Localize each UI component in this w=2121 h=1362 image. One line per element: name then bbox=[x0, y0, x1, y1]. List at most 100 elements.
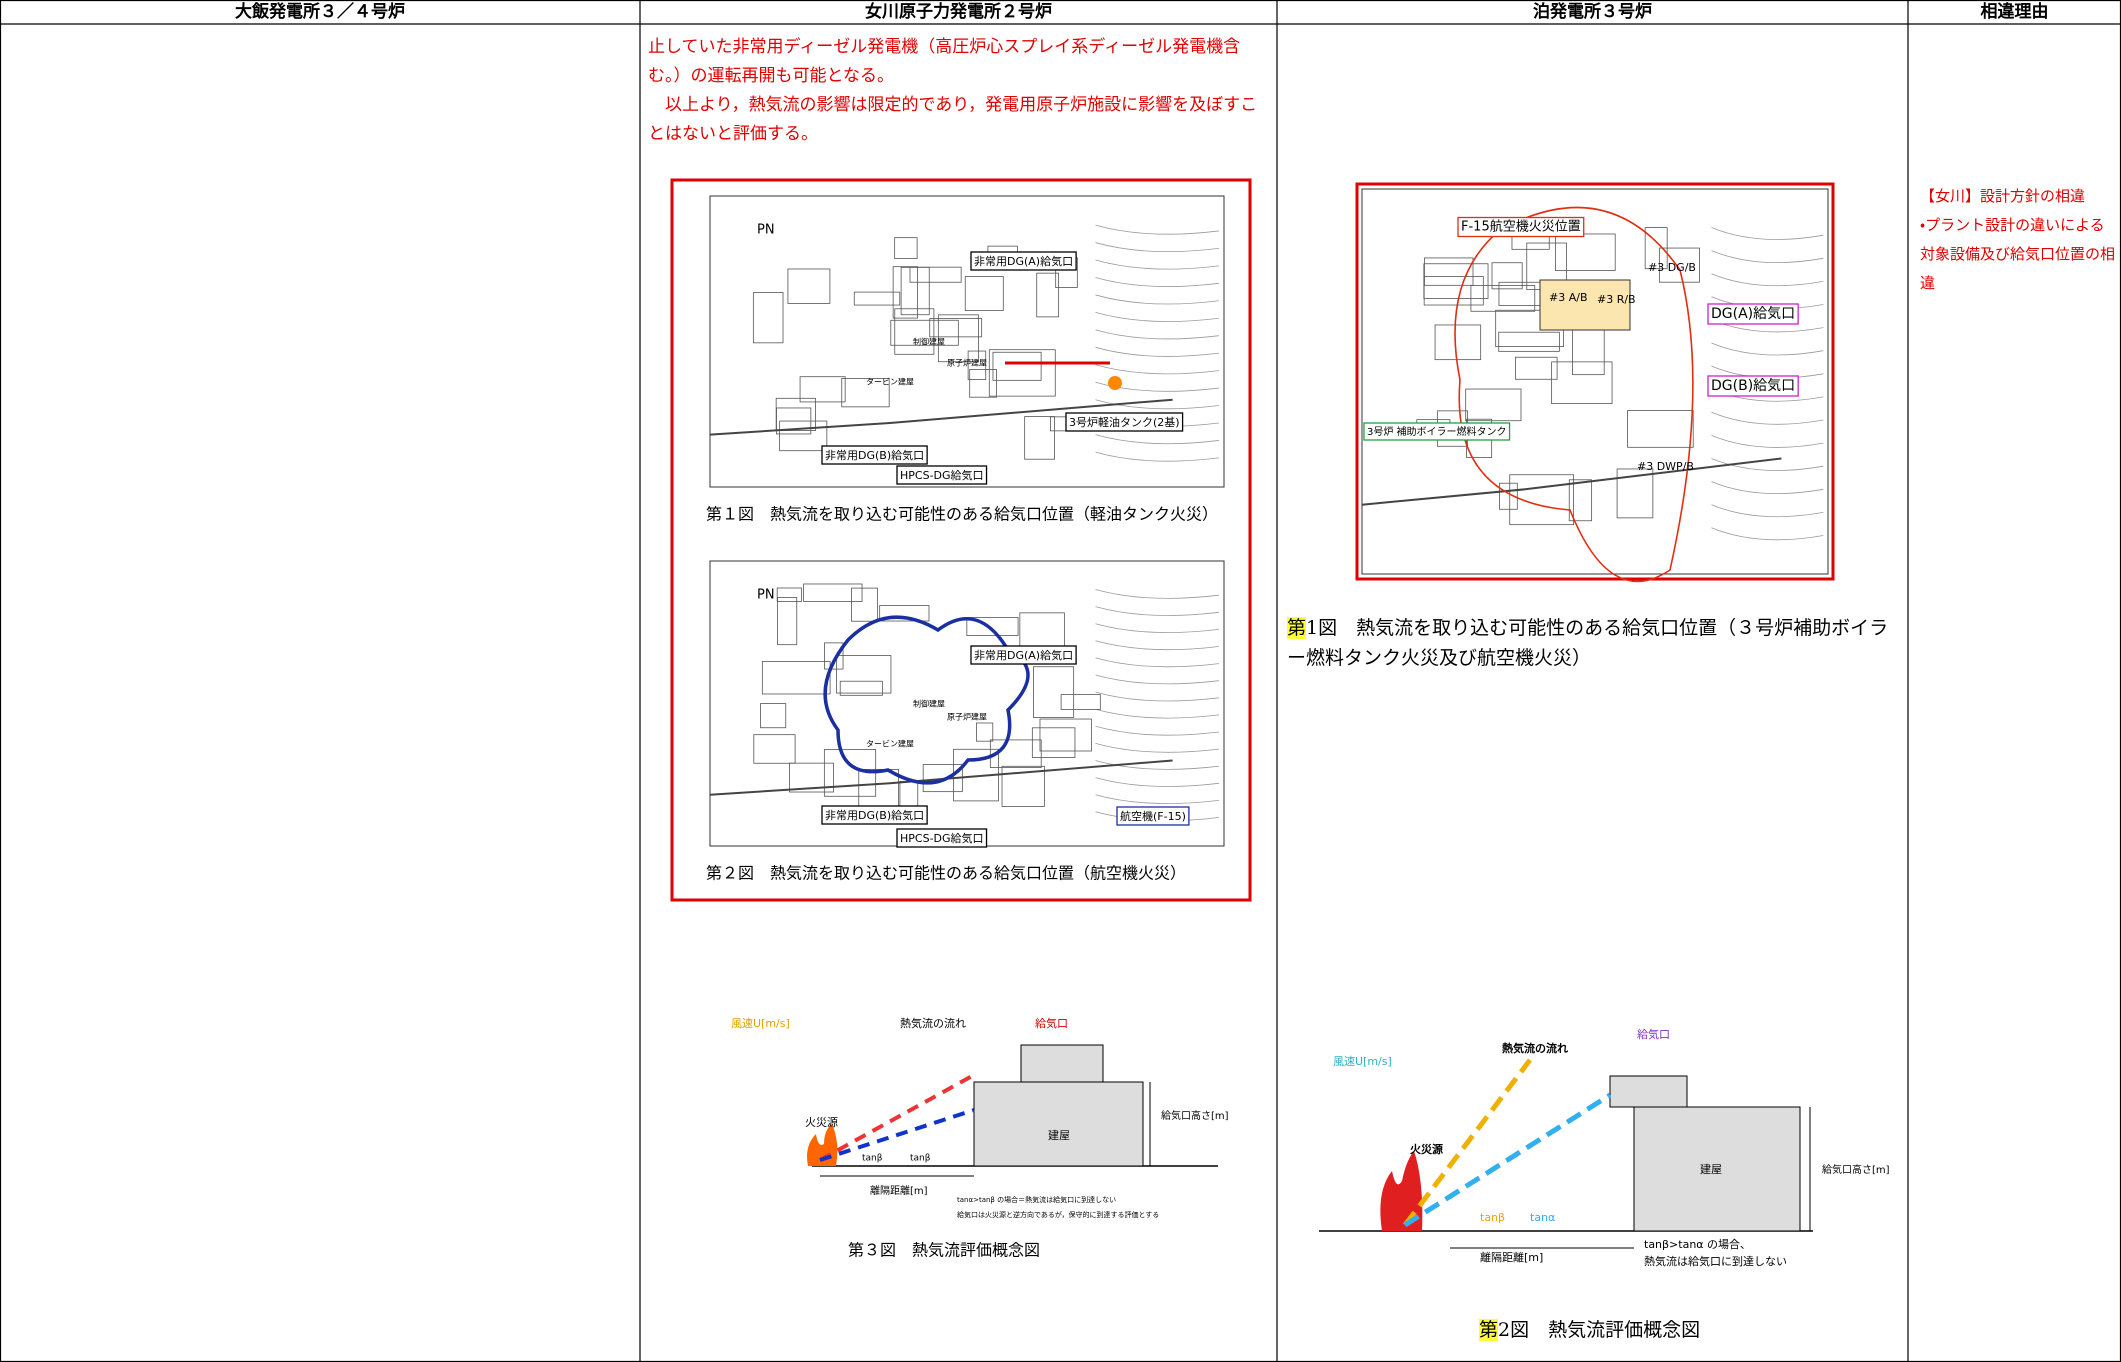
contour bbox=[1711, 458, 1824, 471]
label-box bbox=[1707, 375, 1799, 397]
label-box bbox=[970, 251, 1077, 271]
contour bbox=[1095, 725, 1219, 736]
contour bbox=[1095, 589, 1219, 599]
contour bbox=[1095, 242, 1219, 253]
figure-label: 建屋 bbox=[1700, 1163, 1722, 1176]
column-header: 大飯発電所３／４号炉 bbox=[235, 2, 405, 22]
figure-label: 給気口 bbox=[1035, 1016, 1068, 1030]
figure-label: DG(B)給気口 bbox=[1711, 378, 1795, 394]
figure-label: #3 DWP/B bbox=[1637, 460, 1694, 473]
building-shape bbox=[973, 1081, 1144, 1167]
figure-label: tanβ bbox=[1480, 1211, 1505, 1224]
label-box bbox=[821, 445, 928, 465]
contour bbox=[1095, 623, 1219, 633]
contour bbox=[1095, 777, 1219, 787]
building bbox=[992, 351, 1042, 381]
contour bbox=[1711, 435, 1824, 448]
building bbox=[776, 587, 802, 602]
building bbox=[1568, 479, 1593, 522]
building bbox=[1465, 388, 1522, 422]
label-box bbox=[1116, 806, 1190, 826]
building bbox=[967, 350, 987, 380]
figure-label: 熱気流の流れ bbox=[1502, 1041, 1568, 1055]
building bbox=[1036, 272, 1060, 318]
building bbox=[1551, 361, 1613, 405]
contour bbox=[1095, 259, 1219, 270]
figure-label: #3 R/B bbox=[1597, 293, 1636, 306]
figure-caption: 第１図 熱気流を取り込む可能性のある給気口位置（軽油タンク火災） bbox=[706, 505, 1218, 524]
caption-highlight: 第 bbox=[1287, 617, 1307, 639]
contour bbox=[1095, 434, 1219, 445]
label-box bbox=[896, 465, 988, 485]
building bbox=[964, 276, 1004, 311]
figure-caption: 第2図 熱気流評価概念図 bbox=[1479, 1315, 1899, 1345]
column-header: 相違理由 bbox=[1980, 2, 2049, 22]
figure-frame bbox=[1355, 182, 1835, 581]
figure-label: 建屋 bbox=[1048, 1129, 1070, 1142]
figure-label: 給気口 bbox=[1637, 1027, 1670, 1041]
label-box bbox=[896, 828, 988, 848]
figure-label: 熱気流の流れ bbox=[900, 1016, 966, 1030]
contour bbox=[1711, 342, 1824, 356]
building bbox=[836, 655, 892, 694]
figure-label: PN bbox=[757, 588, 775, 603]
building bbox=[988, 349, 1056, 397]
contour bbox=[1711, 527, 1824, 541]
figure-label: tanβ bbox=[910, 1154, 931, 1164]
impact-area bbox=[823, 615, 1030, 785]
building bbox=[1434, 324, 1482, 361]
building bbox=[761, 661, 831, 695]
building bbox=[753, 734, 796, 764]
figure-label: 非常用DG(A)給気口 bbox=[974, 648, 1073, 662]
building bbox=[1515, 356, 1558, 380]
contour bbox=[1711, 227, 1824, 240]
building bbox=[779, 420, 828, 452]
figure-label: 非常用DG(B)給気口 bbox=[825, 448, 924, 462]
figure-label: 風速U[m/s] bbox=[731, 1017, 790, 1030]
building bbox=[851, 587, 878, 622]
figure-caption: 第３図 熱気流評価概念図 bbox=[848, 1241, 1040, 1260]
contour bbox=[1095, 606, 1219, 616]
building bbox=[1644, 227, 1668, 270]
reason-text: ・プラント設計の違いによる対象設備及び給気口位置の相違 bbox=[1920, 216, 2116, 292]
contour bbox=[1095, 329, 1219, 340]
building bbox=[937, 314, 979, 363]
paragraph: 以上より，熱気流の影響は限定的であり，発電用原子炉施設に影響を及ぼすことはないと… bbox=[648, 95, 1258, 144]
label-box bbox=[1065, 412, 1184, 432]
building bbox=[890, 319, 959, 346]
building bbox=[900, 266, 930, 316]
building bbox=[1423, 276, 1484, 306]
figure-label: 3号炉軽油タンク(2基) bbox=[1069, 415, 1180, 429]
building bbox=[803, 583, 863, 602]
flow-line bbox=[1403, 1092, 1612, 1228]
figure-label: 3号炉 補助ボイラー燃料タンク bbox=[1367, 425, 1507, 438]
building bbox=[841, 378, 890, 408]
building bbox=[966, 617, 1019, 636]
building bbox=[777, 597, 798, 646]
building bbox=[1424, 257, 1474, 286]
building bbox=[879, 605, 930, 622]
column-header: 泊発電所３号炉 bbox=[1533, 2, 1652, 22]
label-box bbox=[970, 645, 1077, 665]
contour bbox=[1095, 708, 1219, 719]
flow-line bbox=[819, 1073, 975, 1162]
figure-label: DG(A)給気口 bbox=[1711, 306, 1795, 322]
contour bbox=[1711, 504, 1824, 518]
flow-line bbox=[1403, 1058, 1532, 1227]
building-highlight bbox=[1539, 279, 1631, 331]
contour bbox=[1095, 294, 1219, 305]
building bbox=[929, 318, 983, 338]
building-top bbox=[1020, 1044, 1104, 1083]
building bbox=[1658, 247, 1700, 283]
figure-label: #3 A/B bbox=[1549, 291, 1588, 304]
building bbox=[839, 680, 883, 696]
contour bbox=[1095, 224, 1219, 235]
road bbox=[709, 759, 1173, 796]
figure-label: tanα bbox=[1530, 1211, 1555, 1224]
figure-label: 火災源 bbox=[805, 1115, 838, 1129]
building bbox=[789, 762, 834, 793]
contour bbox=[1095, 277, 1219, 287]
figure-label: HPCS-DG給気口 bbox=[900, 831, 984, 845]
caption-text: 1図 熱気流を取り込む可能性のある給気口位置（３号炉補助ボイラー燃料タンク火災及… bbox=[1287, 617, 1889, 669]
